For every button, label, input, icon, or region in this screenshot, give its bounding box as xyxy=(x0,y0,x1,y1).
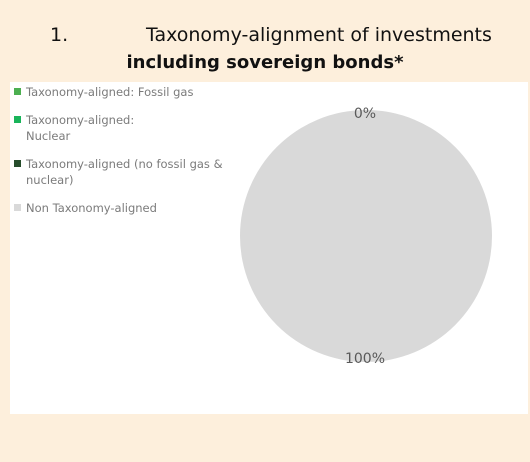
legend-label-fossil-gas: Taxonomy-aligned: Fossil gas xyxy=(26,85,194,99)
legend-label-no-fossil-nuclear: Taxonomy-aligned (no fossil gas & nuclea… xyxy=(26,157,223,187)
chart-heading: 1. Taxonomy-alignment of investments xyxy=(0,24,530,48)
legend-swatch-non-aligned xyxy=(14,204,21,211)
legend-item-no-fossil-nuclear: Taxonomy-aligned (no fossil gas & nuclea… xyxy=(14,156,226,188)
legend-item-fossil-gas: Taxonomy-aligned: Fossil gas xyxy=(14,84,226,100)
heading-title: Taxonomy-alignment of investments xyxy=(146,24,492,46)
heading-subtitle: including sovereign bonds* xyxy=(126,52,404,73)
heading-number: 1. xyxy=(50,24,69,46)
pie-slices xyxy=(240,110,492,362)
data-label-0pct: 0% xyxy=(354,106,376,122)
legend-item-nuclear: Taxonomy-aligned: Nuclear xyxy=(14,112,166,144)
pie-slice-4 xyxy=(240,110,492,362)
legend-swatch-fossil-gas xyxy=(14,88,21,95)
legend-label-non-aligned: Non Taxonomy-aligned xyxy=(26,201,157,215)
legend: Taxonomy-aligned: Fossil gas Taxonomy-al… xyxy=(14,84,244,228)
legend-label-nuclear: Taxonomy-aligned: Nuclear xyxy=(26,113,135,143)
legend-swatch-no-fossil-nuclear xyxy=(14,160,21,167)
data-label-100pct: 100% xyxy=(345,351,385,367)
legend-swatch-nuclear xyxy=(14,116,21,123)
legend-item-non-aligned: Non Taxonomy-aligned xyxy=(14,200,246,216)
